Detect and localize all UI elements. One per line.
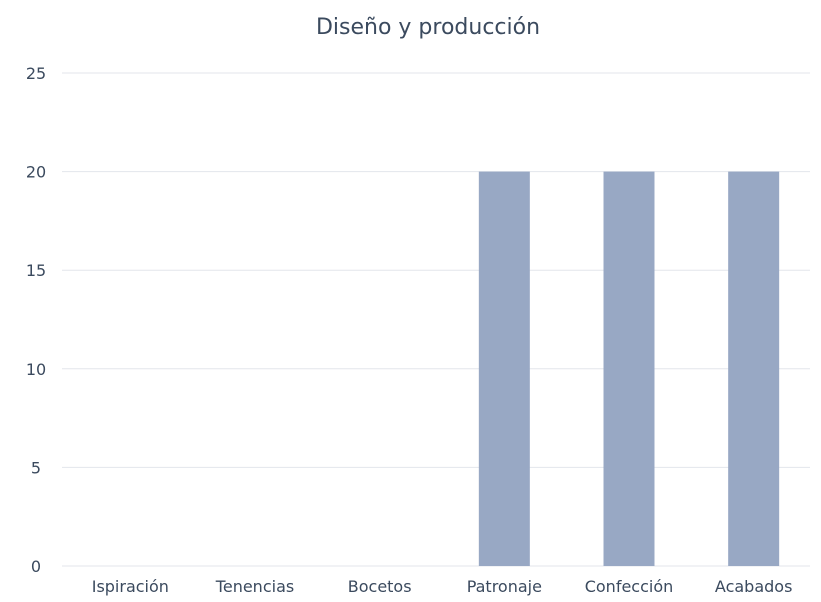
- x-tick-label: Tenencias: [215, 577, 294, 596]
- x-tick-label: Bocetos: [348, 577, 412, 596]
- y-tick-label: 20: [26, 163, 46, 182]
- bar-confección: [603, 171, 655, 566]
- y-tick-label: 25: [26, 64, 46, 83]
- y-tick-label: 10: [26, 360, 46, 379]
- x-tick-label: Acabados: [715, 577, 793, 596]
- bars: [478, 171, 780, 566]
- y-tick-label: 15: [26, 261, 46, 280]
- x-tick-label: Ispiración: [92, 577, 169, 596]
- y-axis-tick-labels: 0 5 10 15 20 25: [26, 64, 46, 576]
- y-tick-label: 0: [31, 557, 41, 576]
- chart-title: Diseño y producción: [316, 15, 540, 40]
- x-axis-tick-labels: Ispiración Tenencias Bocetos Patronaje Confe…: [92, 577, 793, 596]
- bar-patronaje: [478, 171, 530, 566]
- gridlines: [62, 72, 810, 567]
- x-tick-label: Patronaje: [467, 577, 542, 596]
- y-tick-label: 5: [31, 458, 41, 477]
- x-tick-label: Confección: [585, 577, 674, 596]
- bar-acabados: [728, 171, 780, 566]
